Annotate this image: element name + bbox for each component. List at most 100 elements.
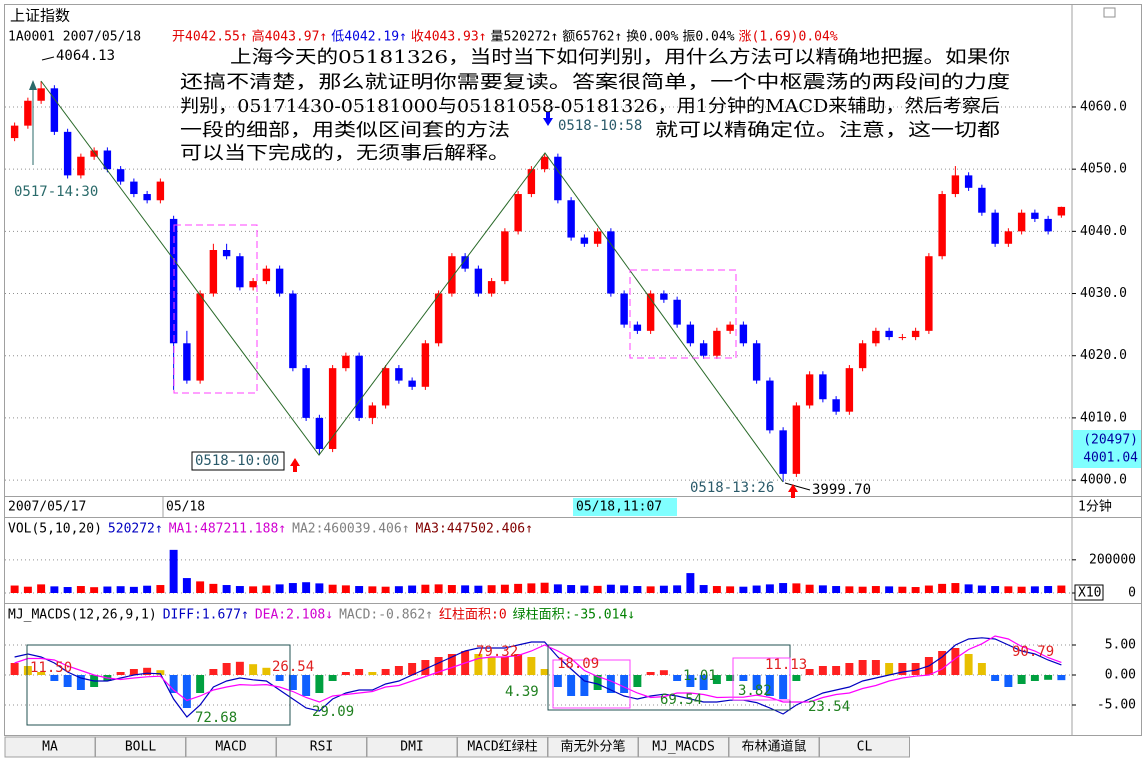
candle-body (196, 293, 204, 381)
y-tick-label: 0.00 (1105, 668, 1136, 683)
volume-bar (858, 586, 867, 593)
candle-body (24, 100, 32, 126)
y-tick-label: 4060.0 (1080, 99, 1127, 114)
tab-label[interactable]: MJ_MACDS (652, 740, 715, 755)
tab[interactable] (819, 736, 910, 758)
volume-bar (262, 585, 271, 593)
y-tick-label: -5.00 (1097, 698, 1136, 713)
annotation: 3999.70 (812, 482, 871, 498)
macd-bar (885, 663, 894, 675)
macd-bar (1030, 675, 1039, 681)
candle-body (805, 374, 814, 406)
annotation: 79.32 (476, 644, 518, 660)
arrow-up (290, 458, 300, 472)
macd-bar (739, 675, 748, 681)
tab-label[interactable]: DMI (400, 740, 423, 755)
candle-body (90, 150, 98, 157)
candle-body (832, 399, 840, 412)
volume-bar (1004, 586, 1013, 593)
volume-bar (169, 549, 178, 593)
macd-bar (633, 675, 642, 687)
legend-item: 高4043.97↑ (252, 29, 328, 45)
candle-body (461, 256, 469, 269)
volume-bar (37, 584, 46, 593)
macd-bar (1044, 675, 1053, 680)
macd-bar (275, 675, 284, 681)
candle-body (395, 368, 403, 381)
price-box-label: (20497) (1083, 433, 1138, 448)
y-tick-label: 4000.0 (1080, 473, 1127, 488)
volume-bar (514, 583, 523, 593)
volume-bar (553, 584, 562, 593)
volume-bar (659, 585, 668, 593)
candle-body (951, 175, 960, 195)
note-line: 一段的细部，用类似区间套的方法 (180, 120, 510, 141)
volume-bar (487, 585, 496, 593)
scale-box (1074, 584, 1104, 601)
macd-bar (447, 654, 456, 675)
candle-body (607, 231, 615, 294)
annotation: 0517-14:30 (14, 184, 98, 200)
volume-bar (527, 583, 536, 593)
legend-item: MA2:460039.406↑ (292, 522, 409, 537)
volume-bar (381, 586, 390, 593)
candle-body (858, 343, 867, 369)
annotation: 3.82 (738, 683, 772, 699)
legend-item: 开4042.55↑ (172, 30, 248, 45)
note-line: 判别，05171430-05181000与05181058-05181326，用… (180, 96, 1000, 117)
macd-line (14, 635, 1062, 703)
candle-body (819, 374, 827, 400)
candle-body (209, 250, 218, 294)
tab-label[interactable]: 南无外分笔 (560, 739, 625, 755)
macd-bar (394, 666, 403, 675)
price-box-label: 4001.04 (1083, 451, 1138, 466)
macd-bar (209, 669, 218, 675)
tab-label[interactable]: 布林通道鼠 (741, 740, 806, 755)
macd-bar (235, 661, 244, 675)
legend-item: 涨(1.69)0.04% (739, 30, 838, 45)
volume-bar (567, 585, 576, 593)
volume-bar (90, 587, 99, 593)
zone-box (732, 657, 791, 701)
annotation: 0518-10:00 (195, 453, 279, 469)
volume-bar (779, 583, 788, 593)
macd-bar (487, 657, 496, 675)
chart-title: 上证指数 (10, 7, 70, 25)
volume-bar (1057, 585, 1066, 593)
candle-body (1057, 206, 1066, 216)
macd-bar (169, 675, 178, 693)
volume-bar (540, 582, 549, 593)
volume-bar (712, 586, 721, 593)
annotation: 0518-13:26 (690, 480, 774, 496)
tab-label[interactable]: MACD (215, 740, 246, 755)
macd-bar (818, 666, 827, 675)
y-tick-label: 4050.0 (1080, 162, 1127, 177)
tab-label[interactable]: MA (42, 740, 58, 755)
annotation: 69.54 (660, 692, 702, 708)
candle-body (103, 150, 112, 170)
volume-bar (222, 585, 231, 593)
candle-body (514, 194, 522, 232)
tab-label[interactable]: BOLL (125, 740, 156, 755)
zone-box (629, 269, 737, 359)
volume-bar (633, 586, 642, 593)
tab-label[interactable]: RSI (310, 740, 333, 755)
volume-bar (10, 585, 19, 593)
volume-bar (739, 586, 748, 593)
volume-bar (235, 586, 244, 593)
candle-body (885, 330, 893, 338)
macd-bar (434, 657, 443, 675)
macd-bar (977, 663, 986, 675)
volume-bar (434, 584, 443, 593)
volume-bar (765, 584, 774, 593)
volume-bar (951, 583, 960, 593)
volume-bar (1044, 586, 1053, 593)
window-icon[interactable] (1103, 7, 1116, 18)
candle-body (567, 200, 575, 238)
macd-bar (991, 675, 1000, 681)
tab-label[interactable]: MACD红绿柱 (467, 739, 537, 755)
tab-label[interactable]: CL (857, 740, 873, 755)
macd-bar (302, 675, 311, 696)
panel-title: VOL(5,10,20) (8, 522, 102, 537)
